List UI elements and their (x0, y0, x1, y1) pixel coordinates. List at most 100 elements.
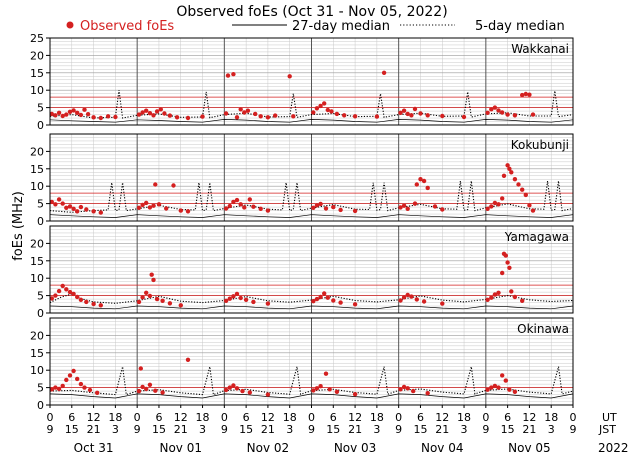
observed-point (147, 205, 153, 210)
observed-point (323, 371, 329, 376)
observed-point (149, 272, 154, 277)
y-tick-label: 10 (30, 364, 44, 377)
observed-point (485, 206, 490, 211)
observed-point (512, 389, 518, 394)
x-axis: UT JST 2022 0961512211830961512211830961… (47, 405, 629, 455)
observed-point (496, 202, 501, 207)
observed-point (98, 210, 104, 215)
observed-point (334, 111, 340, 117)
y-tick-label: 5 (37, 290, 44, 303)
observed-point (98, 303, 104, 308)
observed-point (412, 106, 418, 112)
observed-point (174, 115, 180, 120)
observed-point (485, 297, 490, 302)
y-tick-label: 0 (37, 307, 44, 320)
observed-point (136, 388, 142, 394)
observed-point (273, 113, 278, 118)
observed-point (440, 207, 445, 212)
observed-point (401, 384, 407, 390)
observed-point (151, 277, 156, 283)
observed-point (489, 385, 494, 390)
observed-point (496, 290, 501, 295)
observed-point (247, 390, 252, 395)
observed-point (95, 390, 100, 395)
observed-point (501, 173, 507, 178)
observed-point (140, 295, 145, 300)
observed-point (489, 204, 494, 209)
observed-point (234, 386, 240, 391)
observed-point (507, 387, 512, 392)
observed-point (82, 107, 87, 112)
observed-point (492, 200, 498, 206)
observed-point (265, 301, 271, 306)
day-label: Nov 01 (159, 441, 202, 455)
y-tick-label: 20 (30, 237, 44, 250)
observed-point (78, 297, 84, 302)
observed-point (53, 113, 58, 118)
observed-point (91, 115, 96, 120)
observed-point (496, 108, 501, 113)
ut-tick-label: 6 (243, 411, 250, 424)
observed-point (178, 303, 183, 308)
observed-point (398, 298, 403, 303)
y-tick-label: 10 (30, 180, 44, 193)
observed-point (414, 297, 419, 302)
observed-point (405, 111, 410, 117)
observed-point (147, 382, 153, 387)
ut-tick-label: 12 (261, 411, 275, 424)
ut-tick-label: 18 (370, 411, 384, 424)
y-tick-label: 20 (30, 329, 44, 342)
median-27day-line (49, 305, 574, 310)
observed-point (67, 289, 73, 295)
observed-point (527, 92, 532, 97)
observed-point (253, 111, 258, 117)
observed-point (144, 290, 149, 295)
y-tick-label: 20 (30, 49, 44, 62)
observed-point (144, 386, 149, 392)
observed-point (405, 386, 410, 391)
y-tick-label: 0 (37, 119, 44, 132)
observed-point (154, 109, 160, 114)
chart-title: Observed foEs (Oct 31 - Nov 05, 2022) (176, 4, 447, 20)
observed-point (147, 293, 153, 299)
observed-point (425, 391, 430, 396)
jst-tick-label: 9 (308, 423, 315, 436)
observed-point (523, 91, 528, 97)
ut-tick-label: 6 (417, 411, 424, 424)
observed-point (398, 205, 403, 210)
observed-point (251, 204, 256, 209)
observed-point (401, 295, 407, 300)
observed-point (505, 112, 510, 117)
observed-point (258, 114, 263, 119)
observed-point (60, 383, 65, 389)
observed-point (78, 204, 84, 210)
observed-point (151, 203, 156, 208)
observed-point (342, 113, 347, 118)
observed-point (67, 204, 73, 209)
observed-point (322, 101, 327, 106)
observed-point (234, 197, 240, 203)
ut-tick-label: 18 (457, 411, 471, 424)
observed-point (84, 207, 89, 212)
panel-frame (49, 133, 574, 222)
observed-point (432, 204, 438, 209)
ut-tick-label: 18 (196, 411, 210, 424)
observed-point (505, 163, 510, 168)
observed-point (251, 299, 256, 305)
observed-point (144, 108, 149, 113)
station-panel: 0 5 10 15 20 Yamagawa (30, 225, 574, 320)
observed-point (71, 108, 76, 113)
day-label: Nov 05 (508, 441, 551, 455)
observed-point (496, 385, 501, 390)
observed-point (401, 108, 407, 113)
observed-point (171, 183, 176, 188)
observed-point (512, 177, 518, 182)
day-label: Nov 03 (334, 441, 377, 455)
observed-point (318, 201, 323, 207)
ut-tick-label: 0 (308, 411, 315, 424)
observed-point (421, 178, 427, 184)
observed-point (185, 357, 191, 362)
observed-point (49, 387, 54, 392)
ut-tick-label: 12 (87, 411, 101, 424)
jst-tick-label: 21 (261, 423, 275, 436)
